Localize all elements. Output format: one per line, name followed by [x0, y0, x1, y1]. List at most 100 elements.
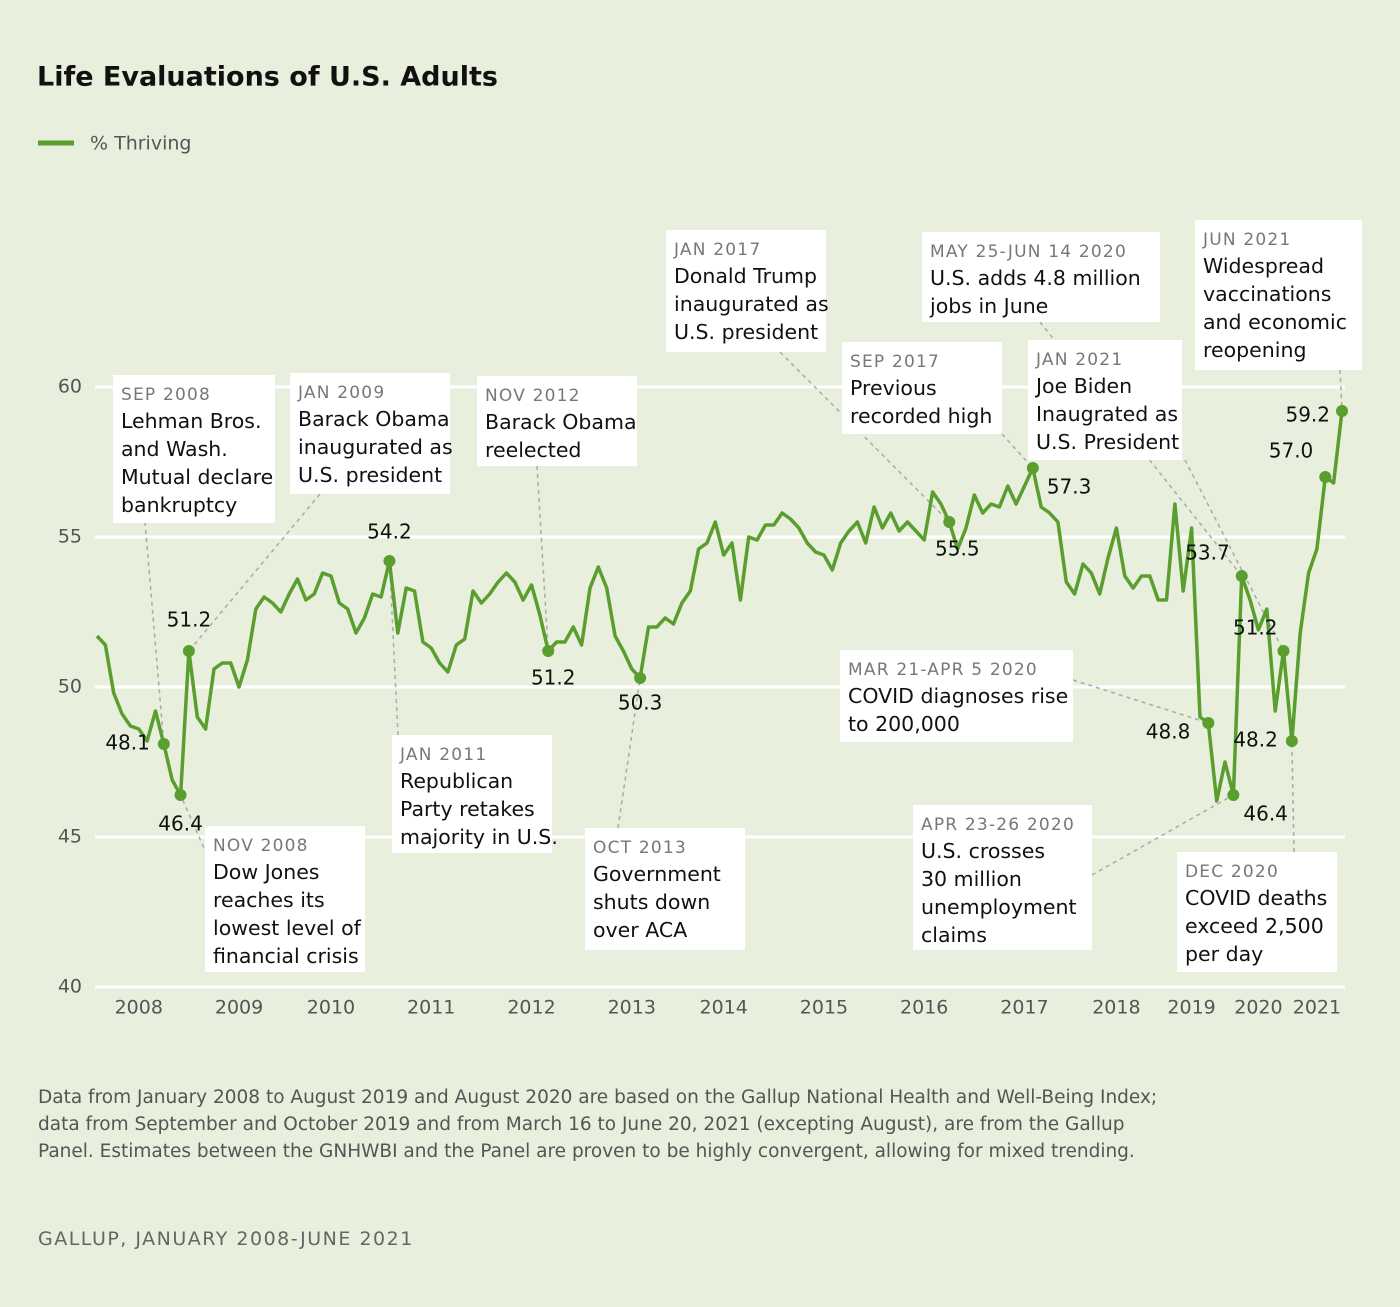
annotation-box [842, 342, 1002, 434]
source: GALLUP, JANUARY 2008-JUNE 2021 [38, 1228, 414, 1250]
data-label: 48.8 [1146, 720, 1191, 744]
annotation-text: Donald Trump [674, 264, 817, 288]
data-label: 51.2 [531, 666, 576, 690]
annotation-box [290, 373, 450, 494]
annotation-text: and economic [1203, 310, 1347, 334]
annotation-date: JAN 2021 [1035, 350, 1123, 370]
annotation-text: per day [1185, 942, 1263, 966]
data-point [1336, 405, 1348, 417]
annotation-text: Mutual declare [121, 465, 273, 489]
x-tick-label: 2013 [608, 997, 656, 1019]
data-point [383, 555, 396, 567]
annotation-date: JAN 2009 [297, 383, 385, 403]
annotation-box [113, 375, 275, 523]
annotation-text: claims [921, 923, 987, 947]
data-label: 57.0 [1269, 439, 1314, 463]
annotation-box [840, 650, 1073, 742]
data-point [1235, 570, 1248, 582]
leader-line [1091, 794, 1234, 876]
annotation-text: shuts down [593, 890, 710, 914]
annotation-text: inaugurated as [674, 292, 829, 316]
annotation-text: Party retakes [400, 797, 535, 821]
annotation-text: and Wash. [121, 437, 228, 461]
data-label: 48.1 [105, 731, 150, 755]
data-label: 50.3 [618, 691, 663, 715]
annotation-text: unemployment [921, 895, 1077, 919]
data-point [542, 645, 555, 657]
leader-line [388, 560, 399, 736]
data-label: 46.4 [158, 812, 203, 836]
annotation-text: over ACA [593, 918, 687, 942]
annotation-box [913, 805, 1092, 950]
leader-line [536, 465, 549, 652]
annotation-text: U.S. President [1036, 430, 1179, 454]
data-point [1227, 789, 1240, 801]
annotation-date: MAY 25-JUN 14 2020 [930, 242, 1127, 262]
annotation-date: SEP 2017 [850, 352, 940, 372]
data-point [1277, 645, 1290, 657]
annotation-box [922, 232, 1160, 322]
annotation-text: recorded high [850, 404, 992, 428]
annotation-text: U.S. president [298, 463, 442, 487]
y-tick-label: 40 [58, 976, 82, 998]
chart-title: Life Evaluations of U.S. Adults [37, 62, 498, 93]
data-point [157, 738, 170, 750]
leader-line [144, 521, 165, 745]
data-point [943, 516, 956, 528]
leader-line [617, 677, 641, 829]
data-label: 55.5 [935, 537, 980, 561]
x-tick-label: 2021 [1293, 997, 1341, 1019]
x-tick-label: 2012 [507, 997, 555, 1019]
annotation-date: NOV 2012 [485, 386, 581, 406]
data-point [1202, 717, 1215, 729]
annotation-text: U.S. president [674, 320, 818, 344]
x-tick-label: 2018 [1092, 997, 1140, 1019]
data-label: 51.2 [1233, 616, 1278, 640]
annotation-text: exceed 2,500 [1185, 914, 1324, 938]
y-tick-label: 45 [58, 826, 82, 848]
data-label: 59.2 [1285, 403, 1330, 427]
annotation-text: inaugurated as [298, 435, 453, 459]
annotation-text: vaccinations [1203, 282, 1331, 306]
annotation-text: Widespread [1203, 254, 1324, 278]
annotation-text: reaches its [213, 888, 325, 912]
annotation-date: JAN 2011 [399, 745, 487, 765]
annotation-date: SEP 2008 [121, 385, 211, 405]
x-tick-label: 2008 [115, 997, 163, 1019]
annotation-text: Barack Obama [485, 410, 637, 434]
annotation-text: U.S. crosses [921, 839, 1045, 863]
x-tick-label: 2009 [215, 997, 263, 1019]
annotation-date: MAR 21-APR 5 2020 [848, 660, 1038, 680]
annotation-box [477, 376, 637, 466]
x-tick-label: 2015 [800, 997, 848, 1019]
annotation-text: Inaugrated as [1036, 402, 1178, 426]
annotation-text: COVID diagnoses rise [848, 684, 1068, 708]
x-tick-label: 2014 [699, 997, 747, 1019]
annotation-text: reelected [485, 438, 581, 462]
y-tick-label: 50 [58, 676, 82, 698]
x-tick-label: 2010 [307, 997, 355, 1019]
annotation-box [666, 230, 826, 352]
data-point [1319, 471, 1332, 483]
annotation-box [1195, 220, 1362, 370]
data-label: 54.2 [367, 520, 412, 544]
annotation-text: COVID deaths [1185, 886, 1327, 910]
data-label: 46.4 [1243, 802, 1288, 826]
annotation-text: Republican [400, 769, 513, 793]
x-tick-label: 2017 [1000, 997, 1048, 1019]
annotation-date: DEC 2020 [1185, 862, 1279, 882]
annotation-text: Barack Obama [298, 407, 450, 431]
annotation-text: lowest level of [213, 916, 362, 940]
legend-label: % Thriving [90, 133, 191, 155]
annotation-text: Previous [850, 376, 937, 400]
annotation-date: JAN 2017 [673, 240, 761, 260]
leader-line [188, 493, 321, 652]
annotation-box [205, 826, 365, 972]
annotation-text: U.S. adds 4.8 million [930, 266, 1141, 290]
annotation-text: reopening [1203, 338, 1306, 362]
data-label: 48.2 [1233, 728, 1278, 752]
annotation-date: APR 23-26 2020 [921, 815, 1075, 835]
annotation-text: Government [593, 862, 721, 886]
